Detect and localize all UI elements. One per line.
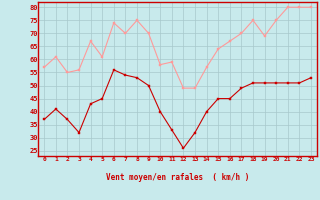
X-axis label: Vent moyen/en rafales  ( km/h ): Vent moyen/en rafales ( km/h )	[106, 173, 249, 182]
